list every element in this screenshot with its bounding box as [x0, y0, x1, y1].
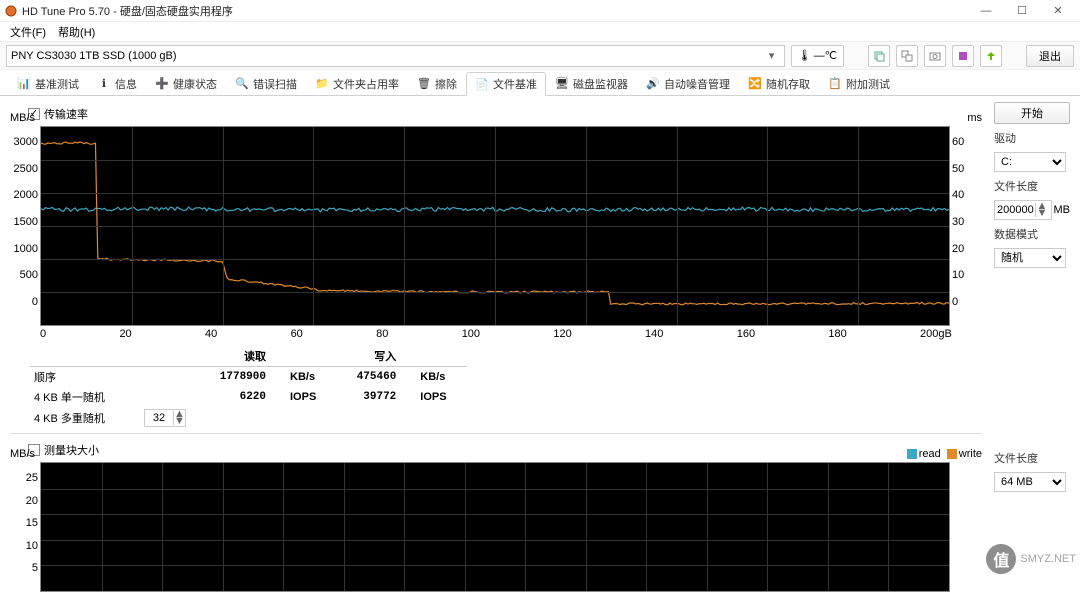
- side-panel: 开始 驱动 C: 文件长度 200000▲▼ MB 数据模式 随机 文件长度 6…: [994, 102, 1070, 492]
- mode-select[interactable]: 随机: [994, 248, 1066, 268]
- row-4k-multi: 4 KB 多重随机 32▲▼: [30, 407, 467, 429]
- maximize-button[interactable]: ☐: [1004, 0, 1040, 22]
- blocksize-label: 测量块大小: [44, 442, 99, 458]
- title-bar: HD Tune Pro 5.70 - 硬盘/固态硬盘实用程序 — ☐ ✕: [0, 0, 1080, 22]
- chevron-down-icon: ▾: [764, 49, 780, 62]
- filelen2-label: 文件长度: [994, 450, 1070, 466]
- chart2-yaxis: 252015105: [10, 462, 40, 592]
- row-4k-single: 4 KB 单一随机 6220IOPS 39772IOPS: [30, 387, 467, 407]
- tab-errorscan[interactable]: 🔍错误扫描: [226, 71, 306, 95]
- screenshot-icon[interactable]: [924, 45, 946, 67]
- copy-all-icon[interactable]: [896, 45, 918, 67]
- blocksize-header: 测量块大小: [10, 440, 982, 462]
- chart1-xaxis: 020406080100120140160180200gB: [10, 326, 982, 340]
- menu-file[interactable]: 文件(F): [6, 22, 50, 42]
- sound-icon: 🔊: [646, 77, 660, 91]
- row-sequential: 顺序 1778900KB/s 475460KB/s: [30, 367, 467, 388]
- toolbar: PNY CS3030 1TB SSD (1000 gB) ▾ 🌡 —℃ 退出: [0, 42, 1080, 70]
- thermometer-icon: 🌡: [798, 49, 812, 62]
- app-icon: [4, 4, 18, 18]
- options-icon[interactable]: [952, 45, 974, 67]
- monitor-icon: 🖥: [555, 77, 569, 91]
- health-icon: ➕: [155, 77, 169, 91]
- watermark-text: SMYZ.NET: [1020, 553, 1076, 565]
- drive-select[interactable]: C:: [994, 152, 1066, 172]
- mode-label: 数据模式: [994, 226, 1070, 242]
- filelen2-select[interactable]: 64 MB: [994, 472, 1066, 492]
- transfer-rate-label: 传输速率: [44, 106, 88, 122]
- tab-random[interactable]: 🔀随机存取: [739, 71, 819, 95]
- minimize-button[interactable]: —: [968, 0, 1004, 22]
- queue-depth-stepper[interactable]: 32▲▼: [144, 409, 186, 427]
- tab-health[interactable]: ➕健康状态: [146, 71, 226, 95]
- tab-diskmon[interactable]: 🖥磁盘监视器: [546, 71, 637, 95]
- exit-button[interactable]: 退出: [1026, 45, 1074, 67]
- random-icon: 🔀: [748, 77, 762, 91]
- extra-icon: 📋: [828, 77, 842, 91]
- folder-icon: 📁: [315, 77, 329, 91]
- temperature-display: 🌡 —℃: [791, 45, 844, 67]
- chart1-unit-left: MB/s: [10, 112, 35, 124]
- file-icon: 📄: [475, 77, 489, 91]
- drive-dropdown[interactable]: PNY CS3030 1TB SSD (1000 gB) ▾: [6, 45, 785, 67]
- chart1-yaxis-left: 300025002000150010005000: [10, 126, 40, 326]
- filelen-unit: MB: [1054, 204, 1071, 216]
- tab-extra[interactable]: 📋附加测试: [819, 71, 899, 95]
- scan-icon: 🔍: [235, 77, 249, 91]
- tab-erase[interactable]: 🗑擦除: [408, 71, 466, 95]
- filelen-stepper[interactable]: 200000▲▼: [994, 200, 1052, 220]
- save-icon[interactable]: [980, 45, 1002, 67]
- window-title: HD Tune Pro 5.70 - 硬盘/固态硬盘实用程序: [22, 3, 968, 19]
- tab-info[interactable]: ℹ信息: [88, 71, 146, 95]
- tab-filebench[interactable]: 📄文件基准: [466, 72, 546, 96]
- gauge-icon: 📊: [17, 77, 31, 91]
- chart2-unit: MB/s: [10, 448, 35, 460]
- watermark: 值 SMYZ.NET: [986, 544, 1076, 574]
- menu-bar: 文件(F) 帮助(H): [0, 22, 1080, 42]
- chart2-legend: read write: [907, 448, 982, 460]
- chart1-yaxis-right: 6050403020100: [950, 126, 982, 326]
- transfer-rate-header: 传输速率: [10, 104, 982, 126]
- copy-icon[interactable]: [868, 45, 890, 67]
- tab-folderusage[interactable]: 📁文件夹占用率: [306, 71, 408, 95]
- tab-benchmark[interactable]: 📊基准测试: [8, 71, 88, 95]
- blocksize-chart: MB/s read write 252015105: [10, 462, 982, 592]
- drive-label: 驱动: [994, 130, 1070, 146]
- erase-icon: 🗑: [417, 77, 431, 91]
- results-table: 读取 写入 顺序 1778900KB/s 475460KB/s 4 KB 单一随…: [30, 346, 982, 429]
- chart2-plot: [40, 462, 950, 592]
- tab-strip: 📊基准测试 ℹ信息 ➕健康状态 🔍错误扫描 📁文件夹占用率 🗑擦除 📄文件基准 …: [0, 70, 1080, 96]
- filelen-label: 文件长度: [994, 178, 1070, 194]
- info-icon: ℹ: [97, 77, 111, 91]
- watermark-logo: 值: [986, 544, 1016, 574]
- transfer-chart: MB/s ms 300025002000150010005000 6050403…: [10, 126, 982, 326]
- drive-dropdown-value: PNY CS3030 1TB SSD (1000 gB): [11, 50, 177, 62]
- chart1-unit-right: ms: [967, 112, 982, 124]
- menu-help[interactable]: 帮助(H): [54, 22, 99, 42]
- temperature-value: —℃: [814, 49, 837, 62]
- start-button[interactable]: 开始: [994, 102, 1070, 124]
- chart1-plot: [40, 126, 950, 326]
- tab-aam[interactable]: 🔊自动噪音管理: [637, 71, 739, 95]
- close-button[interactable]: ✕: [1040, 0, 1076, 22]
